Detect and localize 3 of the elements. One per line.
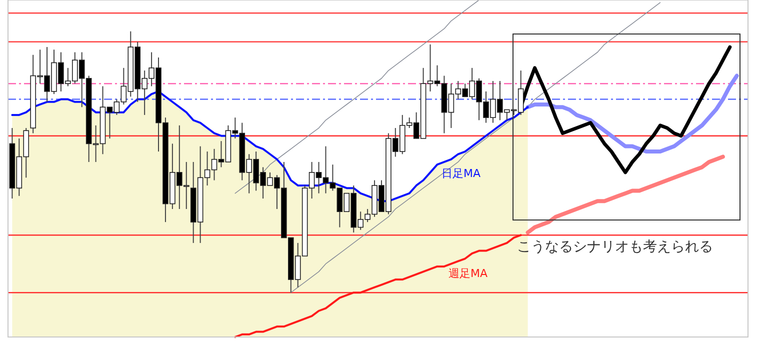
annotation: こうなるシナリオも考えられる [517,239,713,255]
series-label: 週足MA [448,267,488,280]
series-label: 日足MA [441,167,481,180]
